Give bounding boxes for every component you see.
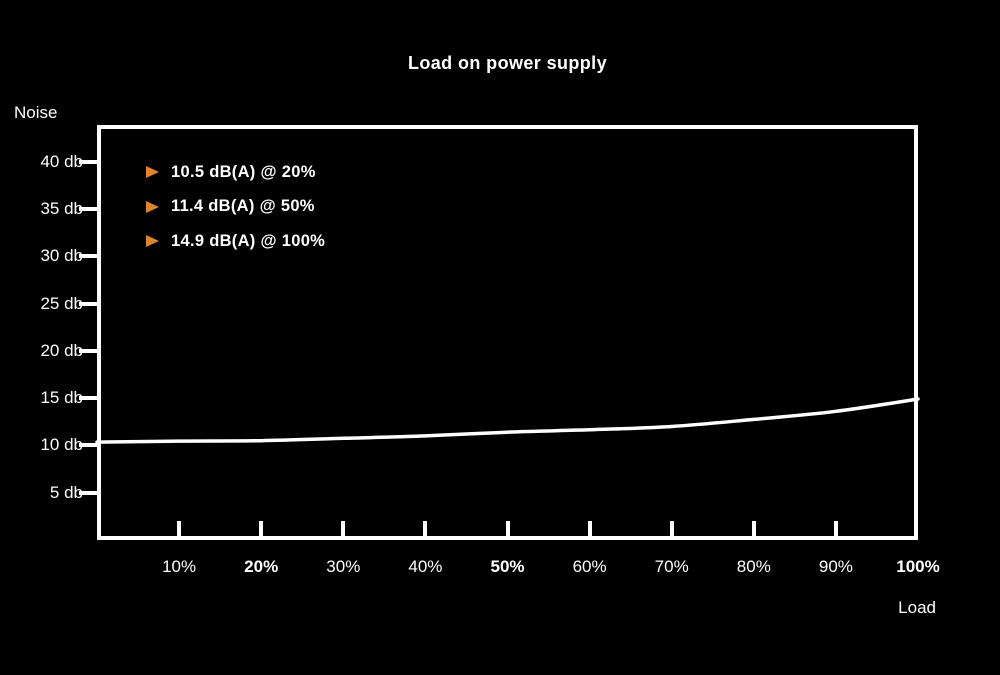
y-tick-label: 35 db	[40, 198, 83, 218]
triangle-marker-icon	[146, 166, 159, 178]
y-tick-label: 5 db	[49, 482, 83, 502]
y-tick-label: 30 db	[40, 246, 83, 266]
y-tick-mark	[79, 254, 97, 259]
y-tick-mark	[79, 159, 97, 164]
y-tick-mark	[79, 206, 97, 211]
x-tick-mark	[669, 521, 674, 537]
y-tick-mark	[79, 301, 97, 306]
x-tick-mark	[505, 521, 510, 537]
x-tick-label: 10%	[162, 557, 197, 576]
legend-item: 11.4 dB(A) @ 50%	[146, 197, 315, 217]
legend-label: 11.4 dB(A) @ 50%	[171, 197, 315, 215]
y-axis-label: Noise	[14, 103, 58, 122]
legend-label: 10.5 dB(A) @ 20%	[171, 162, 316, 181]
chart-plot-area	[97, 125, 918, 540]
y-tick-mark	[79, 396, 97, 401]
triangle-marker-icon	[146, 235, 159, 247]
y-tick-label: 25 db	[40, 293, 83, 313]
x-tick-label: 30%	[326, 557, 361, 576]
x-tick-label: 70%	[654, 557, 689, 576]
x-tick-mark	[177, 521, 182, 537]
chart-title: Load on power supply	[407, 53, 607, 73]
y-tick-mark	[79, 443, 97, 448]
x-tick-label: 50%	[490, 557, 525, 576]
y-tick-label: 40 db	[40, 151, 83, 171]
x-tick-mark	[259, 521, 264, 537]
legend-item: 14.9 dB(A) @ 100%	[146, 231, 325, 251]
legend-label: 14.9 dB(A) @ 100%	[171, 231, 326, 250]
x-tick-mark	[423, 521, 428, 537]
x-tick-label: 40%	[408, 557, 443, 576]
y-tick-label: 20 db	[40, 340, 83, 360]
x-tick-label: 80%	[736, 557, 771, 576]
y-tick-label: 10 db	[40, 435, 83, 455]
x-tick-mark	[587, 521, 592, 537]
y-tick-label: 15 db	[40, 388, 83, 408]
x-tick-mark	[751, 521, 756, 537]
y-tick-mark	[79, 348, 97, 353]
x-tick-label: 90%	[818, 557, 853, 576]
x-tick-mark	[341, 521, 346, 537]
x-tick-mark	[833, 521, 838, 537]
triangle-marker-icon	[146, 200, 159, 213]
x-tick-label: 60%	[572, 557, 607, 576]
x-tick-label: 20%	[244, 557, 279, 576]
x-tick-label: 100%	[896, 557, 940, 576]
x-axis-label: Load	[898, 598, 936, 617]
legend-item: 10.5 dB(A) @ 20%	[146, 162, 316, 182]
y-tick-mark	[79, 490, 97, 495]
